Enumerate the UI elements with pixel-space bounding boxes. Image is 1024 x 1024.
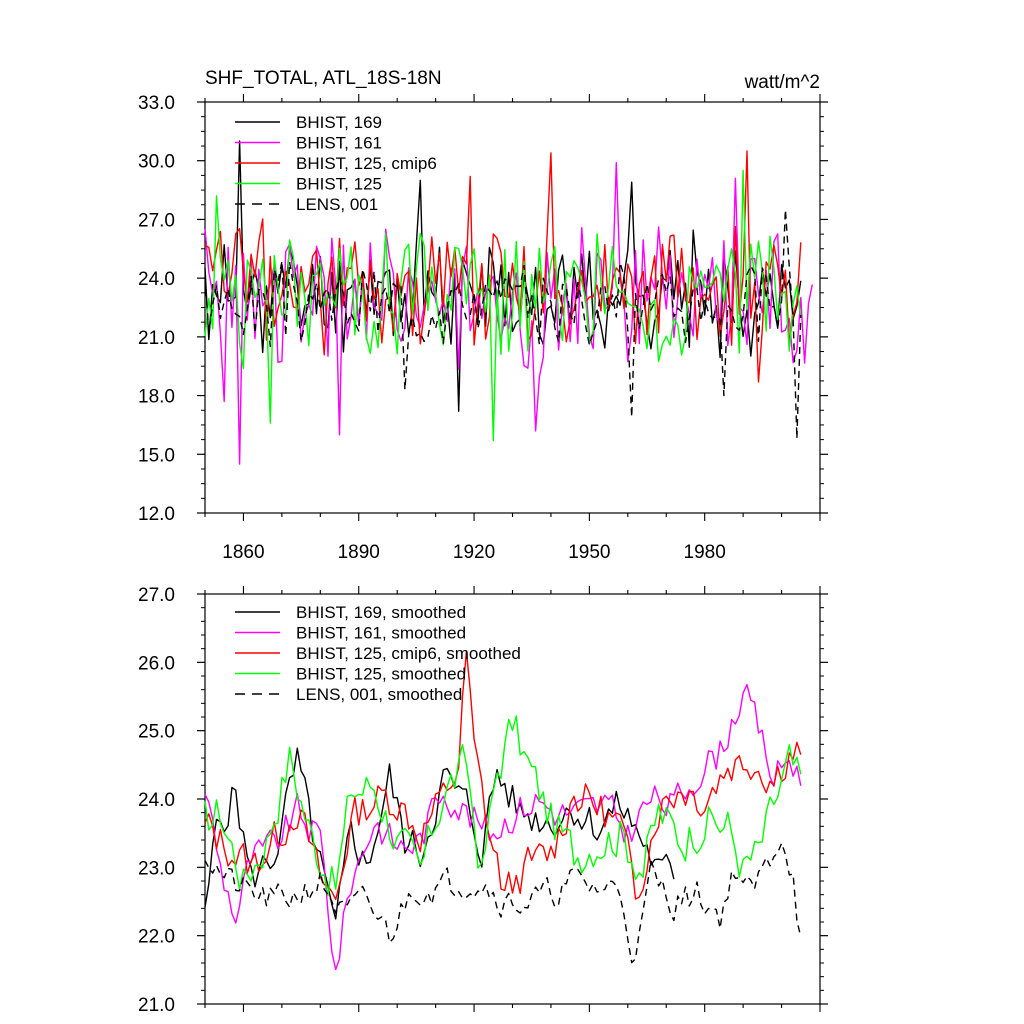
- series-line: [204, 150, 802, 383]
- bottom-panel: 21.0 22.0 23.0 24.0 25.0 26.0 27.0 BHIST, 169,…: [138, 585, 828, 1016]
- x-tick-label: 1980: [684, 542, 726, 563]
- bottom-ticks: 21.0 22.0 23.0 24.0 25.0 26.0 27.0: [138, 585, 828, 1016]
- bottom-legend: BHIST, 169, smoothed BHIST, 161, smoothed…: [235, 603, 521, 704]
- y-tick-label: 18.0: [138, 387, 175, 408]
- legend-label: BHIST, 161, smoothed: [296, 624, 466, 643]
- y-tick-label: 33.0: [138, 93, 175, 114]
- series-line: [204, 208, 802, 440]
- bottom-series: [204, 650, 802, 971]
- series-line: [204, 715, 802, 897]
- series-line: [204, 842, 802, 964]
- y-tick-label: 24.0: [138, 269, 175, 290]
- y-tick-label: 27.0: [138, 585, 175, 606]
- x-tick-label: 1920: [453, 542, 495, 563]
- legend-label: BHIST, 169, smoothed: [296, 603, 466, 622]
- top-ticks: 12.0 15.0 18.0 21.0 24.0 27.0 30.0 33.0 1860 1890…: [138, 93, 828, 563]
- y-tick-label: 27.0: [138, 210, 175, 231]
- legend-label: LENS, 001: [296, 195, 378, 214]
- y-tick-label: 21.0: [138, 995, 175, 1016]
- legend-label: BHIST, 169: [296, 113, 382, 132]
- y-tick-label: 15.0: [138, 445, 175, 466]
- y-tick-label: 25.0: [138, 722, 175, 743]
- chart-title: SHF_TOTAL, ATL_18S-18N: [205, 68, 442, 89]
- legend-label: BHIST, 125, cmip6, smoothed: [296, 644, 521, 663]
- y-tick-label: 23.0: [138, 858, 175, 879]
- units-label: watt/m^2: [744, 72, 820, 93]
- x-tick-label: 1860: [222, 542, 264, 563]
- y-tick-label: 24.0: [138, 790, 175, 811]
- series-line: [204, 650, 802, 901]
- y-tick-label: 26.0: [138, 653, 175, 674]
- legend-label: LENS, 001, smoothed: [296, 685, 462, 704]
- x-tick-label: 1950: [568, 542, 610, 563]
- y-tick-label: 21.0: [138, 328, 175, 349]
- y-tick-label: 12.0: [138, 504, 175, 525]
- legend-label: BHIST, 125, cmip6: [296, 154, 437, 173]
- series-line: [204, 169, 802, 442]
- legend-label: BHIST, 125, smoothed: [296, 665, 466, 684]
- legend-label: BHIST, 125: [296, 175, 382, 194]
- top-series: [204, 140, 813, 465]
- y-tick-label: 22.0: [138, 927, 175, 948]
- legend-label: BHIST, 161: [296, 134, 382, 153]
- series-line: [204, 747, 675, 920]
- top-panel: SHF_TOTAL, ATL_18S-18N watt/m^2 12.0 15.0…: [138, 68, 828, 563]
- series-line: [204, 683, 802, 971]
- y-tick-label: 30.0: [138, 152, 175, 173]
- x-tick-label: 1890: [338, 542, 380, 563]
